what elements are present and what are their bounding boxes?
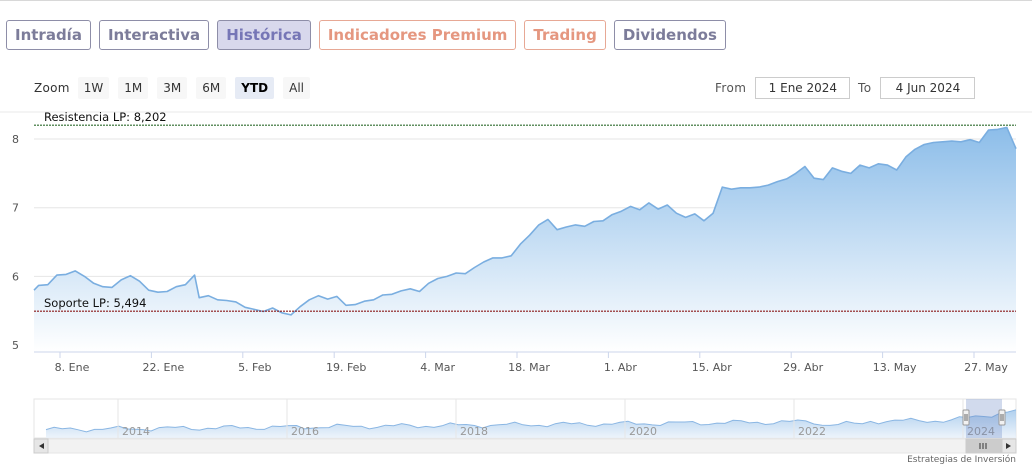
tab-interactiva[interactable]: Interactiva <box>98 20 210 50</box>
zoom-button-group: 1W 1M 3M 6M YTD All <box>77 77 319 99</box>
navigator-year-label: 2020 <box>629 425 657 438</box>
to-range: To <box>858 77 976 99</box>
tab-indicadores-premium[interactable]: Indicadores Premium <box>318 20 517 50</box>
to-label: To <box>858 81 872 95</box>
zoom-all-button[interactable]: All <box>283 77 311 99</box>
y-tick-label: 7 <box>12 202 19 215</box>
to-date-input[interactable] <box>880 77 976 99</box>
navigator-year-label: 2014 <box>122 425 150 438</box>
navigator-area <box>46 409 1016 438</box>
y-tick-label: 8 <box>12 133 19 146</box>
tab-intradía[interactable]: Intradía <box>6 20 91 50</box>
tab-dividendos[interactable]: Dividendos <box>613 20 726 50</box>
x-tick-label: 13. May <box>873 361 917 374</box>
zoom-controls: Zoom 1W 1M 3M 6M YTD All <box>34 77 319 99</box>
tab-trading[interactable]: Trading <box>524 20 606 50</box>
zoom-label: Zoom <box>34 81 70 95</box>
price-line <box>33 126 1017 316</box>
from-date-input[interactable] <box>755 77 851 99</box>
x-tick-label: 18. Mar <box>508 361 550 374</box>
navigator-line <box>45 409 1017 433</box>
zoom-1w-button[interactable]: 1W <box>77 77 110 99</box>
resistance-label: Resistencia LP: 8,202 <box>44 110 167 124</box>
zoom-1m-button[interactable]: 1M <box>118 77 149 99</box>
zoom-6m-button[interactable]: 6M <box>196 77 227 99</box>
y-tick-label: 6 <box>12 270 19 283</box>
x-tick-label: 1. Abr <box>604 361 637 374</box>
scrollbar-thumb[interactable] <box>965 438 1003 454</box>
x-tick-label: 4. Mar <box>420 361 455 374</box>
navigator-handle[interactable] <box>962 409 970 426</box>
x-tick-label: 19. Feb <box>326 361 366 374</box>
from-range: From <box>715 77 851 99</box>
price-chart: 5 6 7 8 Resistencia LP: 8,202 Soporte LP: 5,4… <box>0 110 1032 454</box>
support-label: Soporte LP: 5,494 <box>44 296 146 310</box>
navigator-year-label: 2018 <box>460 425 488 438</box>
navigator-year-label: 2016 <box>291 425 319 438</box>
x-tick-label: 29. Abr <box>783 361 823 374</box>
navigator-year-label: 2024 <box>967 425 995 438</box>
chart-credit: Estrategias de Inversión <box>907 455 1016 465</box>
navigator-selection <box>966 399 1002 438</box>
x-tick-label: 27. May <box>964 361 1008 374</box>
y-tick-label: 5 <box>12 339 19 352</box>
tab-histórica[interactable]: Histórica <box>217 20 311 50</box>
x-tick-label: 8. Ene <box>55 361 90 374</box>
x-tick-label: 15. Abr <box>692 361 732 374</box>
navigator-handle[interactable] <box>998 409 1006 426</box>
x-tick-label: 22. Ene <box>143 361 185 374</box>
tab-bar: Intradía Interactiva Histórica Indicadores … <box>6 20 726 50</box>
zoom-3m-button[interactable]: 3M <box>157 77 188 99</box>
top-border <box>0 0 1032 4</box>
from-label: From <box>715 81 747 95</box>
zoom-ytd-button[interactable]: YTD <box>235 77 275 99</box>
scroll-right-arrow-icon <box>1006 443 1011 449</box>
scroll-left-arrow-icon <box>39 443 44 449</box>
scrollbar-track <box>33 438 1017 454</box>
navigator-year-label: 2022 <box>798 425 826 438</box>
x-tick-label: 5. Feb <box>238 361 271 374</box>
